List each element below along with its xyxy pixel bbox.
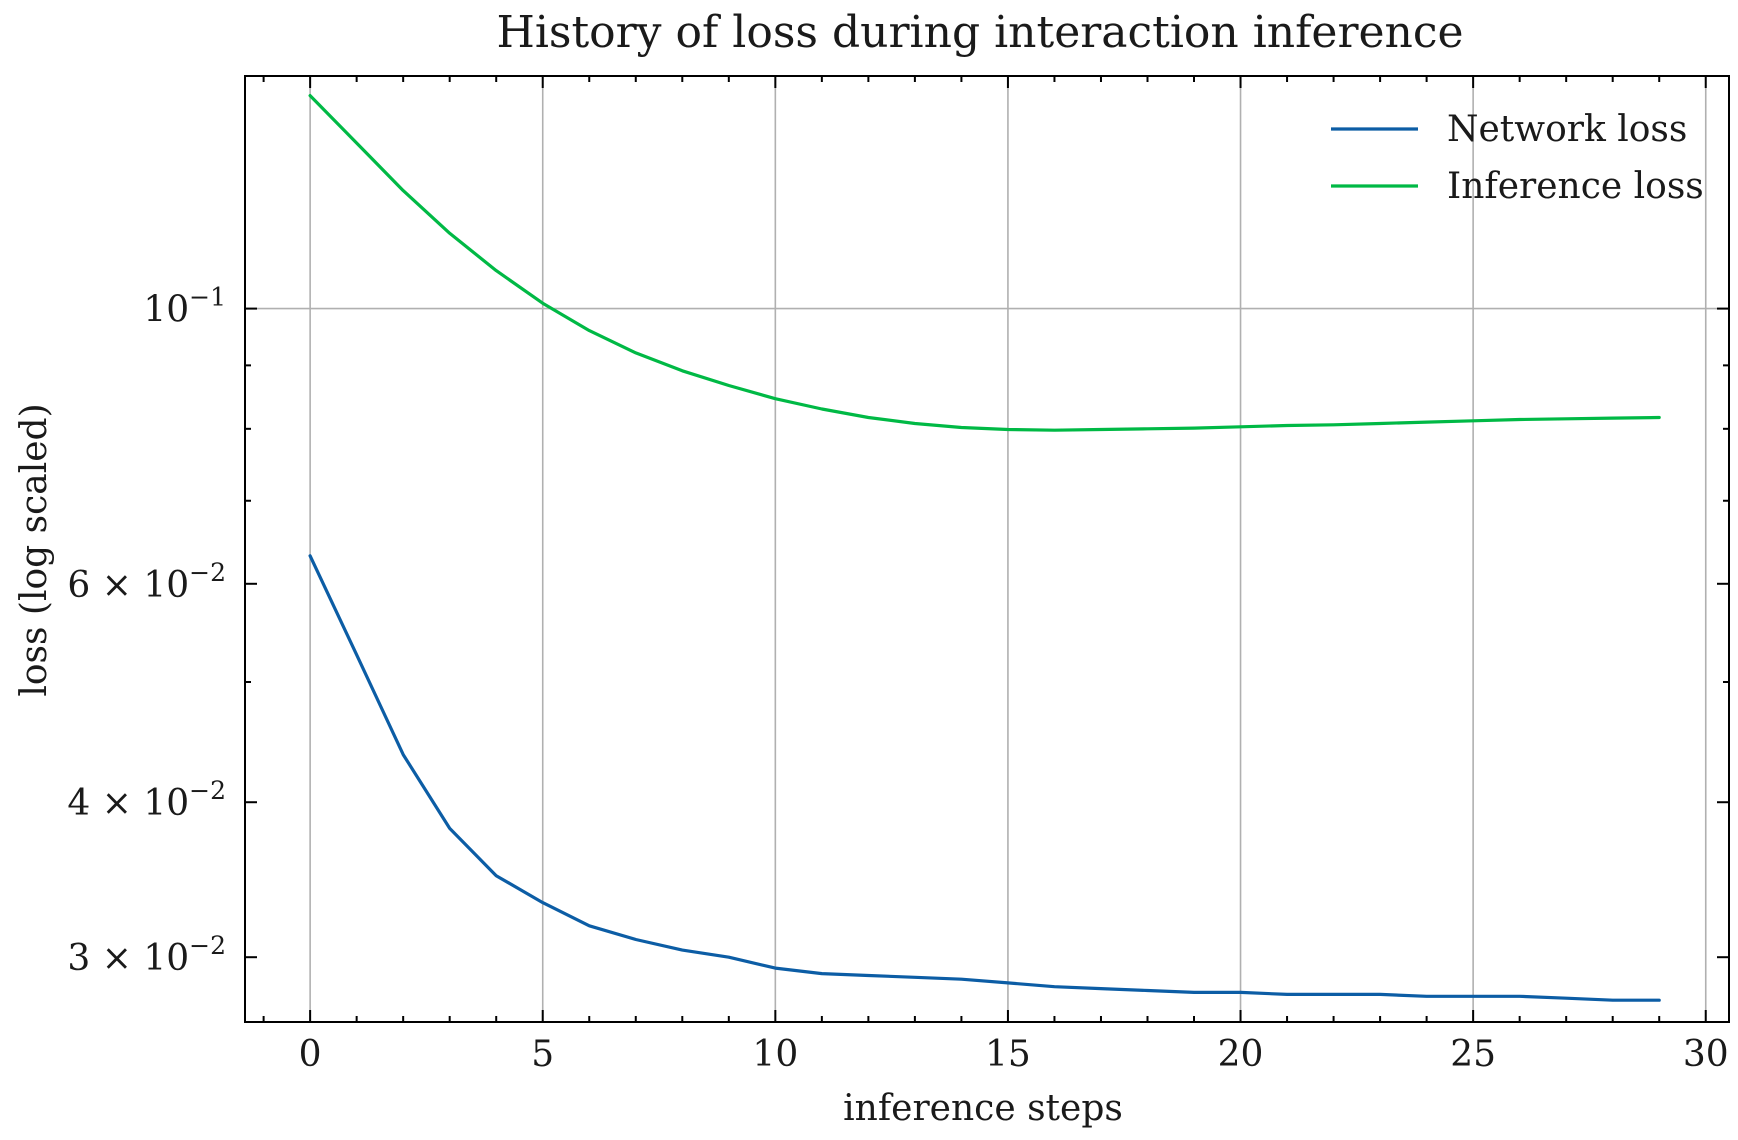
series-line-network-loss (308, 554, 1661, 1002)
plot-frame (244, 75, 1730, 1023)
y-tick-mantissa: 6 × (67, 565, 143, 606)
y-tick-label: 6 × 10−2 (67, 558, 226, 606)
series-layer (308, 93, 1661, 1002)
legend-label: Inference loss (1447, 166, 1704, 207)
legend-label: Network loss (1447, 109, 1687, 150)
y-tick-exponent: −2 (189, 776, 226, 805)
y-tick-exponent: −2 (189, 931, 226, 960)
x-tick-label: 5 (531, 1034, 554, 1075)
x-tick-label: 25 (1450, 1034, 1496, 1075)
y-tick-base: 10 (143, 938, 189, 979)
y-tick-mantissa: 4 × (67, 783, 143, 824)
x-tick-label: 0 (299, 1034, 322, 1075)
y-tick-base: 10 (143, 290, 189, 331)
chart-title: History of loss during interaction infer… (496, 7, 1463, 58)
series-line-inference-loss (308, 93, 1661, 432)
y-tick-mantissa: 3 × (67, 938, 143, 979)
y-axis-label: loss (log scaled) (14, 403, 55, 696)
y-tick-labels: 10−16 × 10−24 × 10−23 × 10−2 (67, 283, 226, 980)
y-tick-exponent: −2 (189, 558, 226, 587)
y-tick-label: 4 × 10−2 (67, 776, 226, 824)
y-tick-base: 10 (143, 783, 189, 824)
grid (245, 76, 1729, 1022)
y-tick-base: 10 (143, 565, 189, 606)
x-axis-label: inference steps (843, 1088, 1123, 1129)
y-tick-label: 3 × 10−2 (67, 931, 226, 979)
x-tick-label: 10 (752, 1034, 798, 1075)
x-tick-labels: 0 5 10 15 20 25 30 (299, 1034, 1729, 1075)
x-tick-label: 15 (985, 1034, 1031, 1075)
y-tick-label: 10−1 (143, 283, 226, 331)
x-tick-label: 20 (1218, 1034, 1264, 1075)
y-tick-exponent: −1 (189, 283, 226, 312)
legend: Network loss Inference loss (1331, 109, 1704, 207)
x-tick-label: 30 (1683, 1034, 1729, 1075)
ticks (245, 76, 1729, 1022)
